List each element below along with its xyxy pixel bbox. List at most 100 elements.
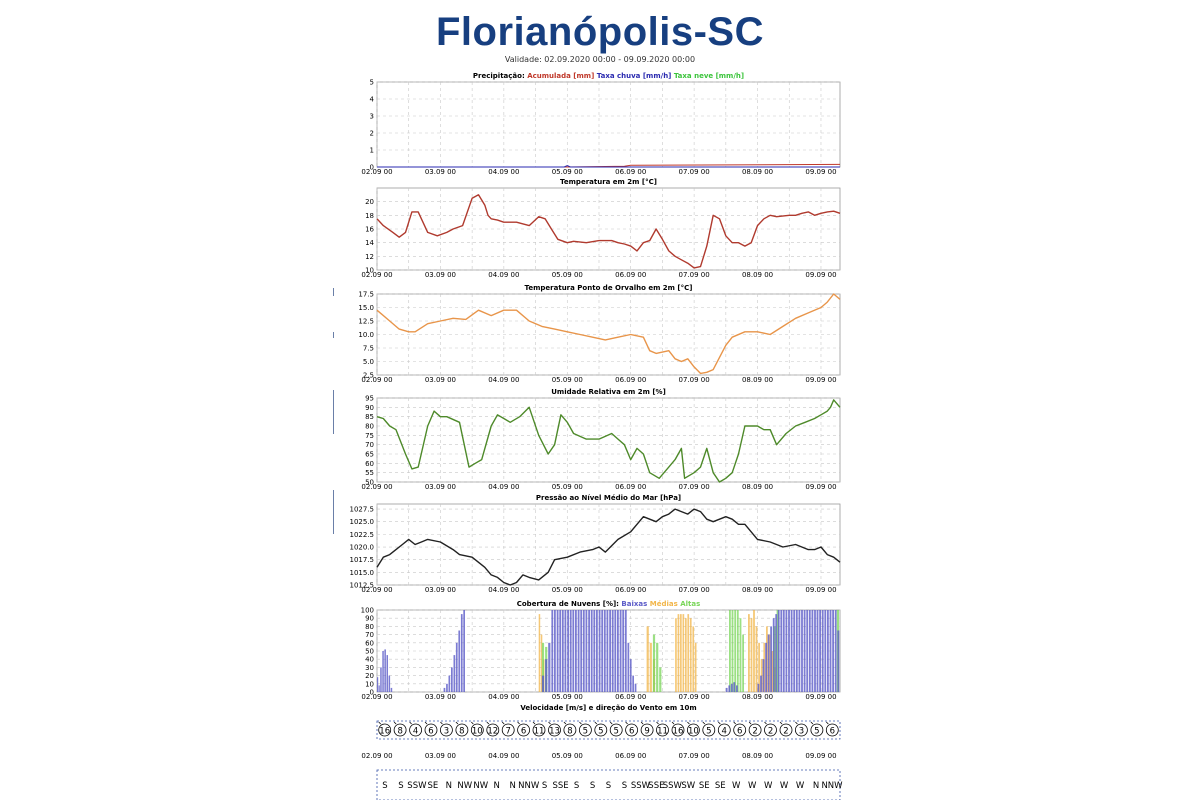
clouds-bar-médias <box>675 618 677 692</box>
clouds-bar-baixas <box>611 610 614 692</box>
dewpoint-ytick-label: 5.0 <box>363 358 374 366</box>
wind-xtick-label: 07.09 00 <box>679 752 710 760</box>
clouds-bar-baixas <box>619 610 622 692</box>
humidity-xtick-label: 09.09 00 <box>805 483 836 491</box>
clouds-bar-altas <box>739 618 742 692</box>
clouds-bar-baixas <box>596 610 598 692</box>
precip-title-part: Precipitação: <box>473 72 527 80</box>
clouds-bar-baixas <box>603 610 606 692</box>
temp-xtick-label: 03.09 00 <box>425 271 456 279</box>
wind-arrow-icon <box>671 721 675 725</box>
clouds-bar-baixas <box>548 642 551 692</box>
dewpoint-xtick-label: 05.09 00 <box>552 376 583 384</box>
clouds-bar-baixas <box>588 610 590 692</box>
clouds-bar-baixas <box>770 626 772 692</box>
precip-title-part: Taxa chuva [mm/h] <box>597 72 674 80</box>
clouds-bar-baixas <box>575 610 577 692</box>
clouds-bar-baixas <box>598 610 601 692</box>
wind-direction-box <box>376 769 841 800</box>
clouds-bar-baixas <box>829 610 832 692</box>
clouds-bar-baixas <box>632 675 634 692</box>
clouds-ytick-label: 20 <box>365 672 374 680</box>
clouds-bar-baixas <box>460 614 463 692</box>
clouds-bar-baixas <box>458 630 461 692</box>
precip-xtick-label: 02.09 00 <box>361 168 392 176</box>
wind-speed-marker <box>810 723 824 737</box>
clouds-bar-baixas <box>377 677 379 692</box>
clouds-bar-baixas <box>788 610 790 692</box>
dewpoint-xtick-label: 06.09 00 <box>615 376 646 384</box>
clouds-bar-altas <box>659 667 662 692</box>
clouds-bar-baixas <box>785 610 788 692</box>
wind-direction-label: S <box>606 781 611 791</box>
precip-ytick-label: 5 <box>370 79 374 87</box>
precip-xtick-label: 08.09 00 <box>742 168 773 176</box>
clouds-title-part: Baixas <box>621 600 649 608</box>
side-divider <box>333 490 334 534</box>
wind-speed-label: 6 <box>521 727 526 737</box>
wind-arrow-icon <box>733 721 736 725</box>
clouds-xtick-label: 07.09 00 <box>679 693 710 701</box>
clouds-bar-baixas <box>443 687 446 692</box>
clouds-bar-baixas <box>577 610 580 692</box>
clouds-bar-altas <box>729 610 731 692</box>
clouds-bar-médias <box>748 614 750 692</box>
wind-speed-label: 5 <box>583 727 588 737</box>
wind-speed-marker <box>795 723 808 737</box>
wind-speed-marker <box>409 723 423 737</box>
wind-direction-label: SSE <box>648 781 664 791</box>
humidity-xtick-label: 08.09 00 <box>742 483 773 491</box>
wind-speed-label: 11 <box>657 727 668 737</box>
clouds-bar-altas <box>656 642 659 692</box>
wind-direction-label: W <box>796 781 805 791</box>
wind-xtick-label: 02.09 00 <box>361 752 392 760</box>
wind-arrow-icon <box>656 721 659 725</box>
pressure-xtick-label: 05.09 00 <box>552 586 583 594</box>
wind-speed-label: 4 <box>413 727 418 737</box>
clouds-bar-baixas <box>609 610 611 692</box>
humidity-ytick-label: 90 <box>365 404 374 412</box>
wind-speed-marker <box>656 723 669 737</box>
clouds-bar-baixas <box>378 685 380 692</box>
precip-panel: Precipitação: Acumulada [mm] Taxa chuva … <box>361 72 841 176</box>
wind-speed-label: 4 <box>722 727 727 737</box>
clouds-xtick-label: 05.09 00 <box>552 693 583 701</box>
pressure-plot-area <box>376 503 841 586</box>
clouds-bar-médias <box>694 642 697 692</box>
pressure-xtick-label: 07.09 00 <box>679 586 710 594</box>
clouds-bar-baixas <box>834 610 837 692</box>
wind-arrow-icon <box>609 721 613 725</box>
clouds-bar-baixas <box>728 685 731 692</box>
wind-arrow-icon <box>748 721 752 725</box>
humidity-ytick-label: 65 <box>365 451 374 459</box>
clouds-bar-baixas <box>559 610 562 692</box>
dewpoint-ytick-label: 12.5 <box>358 318 374 326</box>
clouds-bar-baixas <box>388 675 391 692</box>
wind-arrow-icon <box>455 721 459 725</box>
wind-direction-label: S <box>398 781 403 791</box>
clouds-bar-médias <box>750 618 753 692</box>
humidity-ytick-label: 80 <box>365 423 374 431</box>
clouds-bar-médias <box>649 642 652 692</box>
dewpoint-xtick-label: 02.09 00 <box>361 376 392 384</box>
wind-xtick-label: 09.09 00 <box>805 752 836 760</box>
temp-plot-area <box>376 187 841 271</box>
clouds-bar-baixas <box>545 659 548 692</box>
precip-ytick-label: 3 <box>370 113 374 121</box>
pressure-ytick-label: 1022.5 <box>350 531 375 539</box>
wind-speed-marker <box>532 723 546 737</box>
clouds-bar-baixas <box>569 610 572 692</box>
clouds-title-part: Médias <box>650 600 680 608</box>
clouds-bar-baixas <box>382 651 384 692</box>
wind-arrow-icon <box>718 721 721 725</box>
clouds-bar-baixas <box>801 610 803 692</box>
wind-speed-marker <box>455 723 469 737</box>
clouds-xtick-label: 02.09 00 <box>361 693 392 701</box>
wind-speed-marker <box>501 723 515 737</box>
clouds-bar-baixas <box>806 610 809 692</box>
clouds-bar-baixas <box>556 610 559 692</box>
wind-direction-label: S <box>542 781 547 791</box>
wind-direction-label: S <box>574 781 579 791</box>
pressure-ytick-label: 1020.0 <box>350 544 375 552</box>
